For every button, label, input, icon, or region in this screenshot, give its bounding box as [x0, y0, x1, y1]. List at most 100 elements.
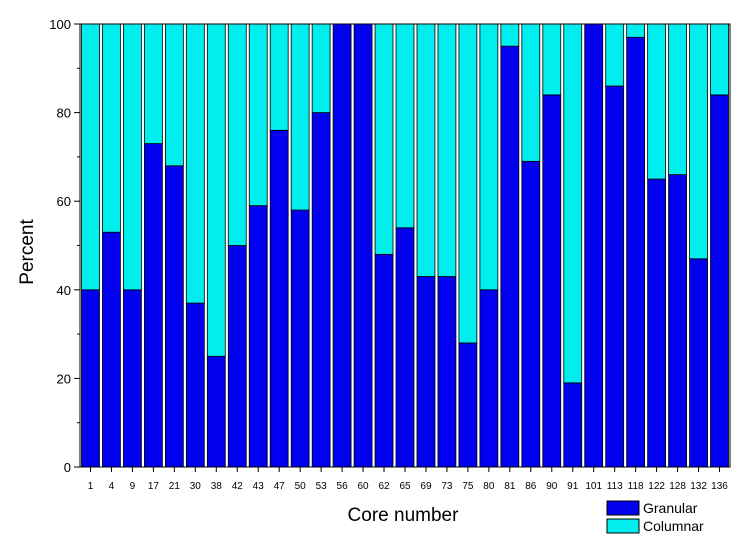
- bar-columnar-132: [689, 23, 708, 260]
- bar-columnar-80: [479, 23, 499, 291]
- bar-columnar-47: [269, 23, 289, 131]
- bar-granular-4: [102, 231, 121, 468]
- x-tick-label: 90: [546, 481, 558, 492]
- bar-columnar-53: [311, 23, 331, 113]
- x-tick-label: 1: [88, 481, 94, 492]
- bar-columnar-17: [144, 23, 163, 145]
- bar-columnar-50: [290, 23, 310, 211]
- bar-columnar-21: [164, 23, 184, 167]
- legend-swatch-columnar: [606, 518, 640, 534]
- x-tick-label: 56: [337, 481, 349, 492]
- x-tick-label: 81: [504, 481, 516, 492]
- bar-columnar-91: [563, 23, 583, 384]
- x-tick-label: 136: [711, 481, 728, 492]
- x-tick-label: 60: [358, 481, 370, 492]
- x-tick-label: 91: [567, 481, 579, 492]
- bar-granular-17: [144, 143, 163, 468]
- bar-columnar-118: [626, 23, 646, 38]
- x-tick-label: 75: [462, 481, 474, 492]
- bar-granular-91: [563, 382, 583, 468]
- x-tick-label: 53: [316, 481, 328, 492]
- bar-columnar-9: [123, 23, 142, 291]
- bar-granular-69: [416, 276, 436, 468]
- bar-columnar-128: [668, 23, 687, 176]
- bar-granular-56: [332, 23, 352, 468]
- bar-columnar-81: [500, 23, 520, 47]
- y-tick-label: 60: [57, 194, 71, 209]
- bar-granular-81: [500, 45, 520, 468]
- y-axis-label: Percent: [17, 219, 38, 285]
- x-tick-label: 43: [253, 481, 265, 492]
- bar-granular-53: [311, 112, 331, 468]
- bar-columnar-30: [185, 23, 205, 304]
- bar-columnar-136: [710, 23, 729, 96]
- x-tick-label: 69: [420, 481, 432, 492]
- bar-columnar-62: [374, 23, 394, 255]
- y-tick-label: 0: [64, 460, 71, 475]
- x-tick-label: 50: [295, 481, 307, 492]
- bar-granular-122: [647, 178, 666, 468]
- x-tick-label: 62: [378, 481, 390, 492]
- x-axis: 1 4 9 17 21 30 38 42 43 47 50 53 56 60 62 65 69 73 75 80 81 8…: [88, 467, 728, 492]
- bar-granular-43: [248, 205, 268, 468]
- bar-columnar-38: [206, 23, 226, 357]
- y-tick-label: 20: [57, 371, 71, 386]
- legend-label-columnar: Columnar: [643, 518, 704, 534]
- legend-label-granular: Granular: [643, 500, 698, 516]
- bar-columnar-122: [647, 23, 666, 180]
- bar-granular-21: [164, 165, 184, 468]
- bar-columnar-69: [416, 23, 436, 277]
- x-tick-label: 9: [130, 481, 136, 492]
- x-tick-label: 47: [274, 481, 286, 492]
- x-tick-label: 65: [399, 481, 411, 492]
- bar-granular-132: [689, 258, 708, 468]
- x-tick-label: 101: [585, 481, 602, 492]
- bar-granular-75: [458, 342, 478, 468]
- bar-granular-50: [290, 209, 310, 468]
- bar-granular-47: [269, 129, 289, 468]
- bar-columnar-43: [248, 23, 268, 207]
- bar-granular-101: [584, 23, 604, 468]
- y-axis: 0 20 40 60 80 100: [49, 17, 80, 475]
- bar-granular-86: [521, 160, 541, 468]
- bar-granular-80: [479, 289, 499, 468]
- x-tick-label: 21: [169, 481, 181, 492]
- x-tick-label: 128: [669, 481, 686, 492]
- bar-columnar-113: [605, 23, 625, 87]
- x-tick-label: 38: [211, 481, 223, 492]
- x-tick-label: 118: [628, 481, 644, 492]
- x-tick-label: 132: [690, 481, 707, 492]
- x-tick-label: 4: [109, 481, 115, 492]
- bar-granular-73: [437, 276, 457, 468]
- bar-granular-42: [227, 245, 247, 468]
- x-tick-label: 122: [648, 481, 665, 492]
- y-tick-label: 40: [57, 283, 71, 298]
- y-tick-label: 80: [57, 106, 71, 121]
- y-tick-label: 100: [49, 17, 71, 32]
- bar-granular-90: [542, 94, 562, 468]
- x-tick-label: 80: [483, 481, 495, 492]
- bar-granular-60: [353, 23, 373, 468]
- bar-granular-118: [626, 36, 646, 468]
- bar-granular-62: [374, 253, 394, 468]
- bar-columnar-73: [437, 23, 457, 277]
- x-tick-label: 86: [525, 481, 537, 492]
- legend-swatch-granular: [606, 500, 640, 516]
- x-tick-label: 73: [441, 481, 453, 492]
- x-tick-label: 30: [190, 481, 202, 492]
- bar-columnar-65: [395, 23, 415, 229]
- bars-group: [81, 23, 729, 468]
- bar-columnar-75: [458, 23, 478, 344]
- bar-granular-65: [395, 227, 415, 468]
- bar-granular-128: [668, 174, 687, 468]
- bar-columnar-90: [542, 23, 562, 96]
- bar-granular-38: [206, 355, 226, 468]
- bar-columnar-86: [521, 23, 541, 162]
- bar-columnar-1: [81, 23, 100, 291]
- bar-granular-1: [81, 289, 100, 468]
- bar-columnar-4: [102, 23, 121, 233]
- x-axis-label: Core number: [348, 505, 460, 526]
- legend: Granular Columnar: [606, 500, 704, 534]
- bar-granular-113: [605, 85, 625, 468]
